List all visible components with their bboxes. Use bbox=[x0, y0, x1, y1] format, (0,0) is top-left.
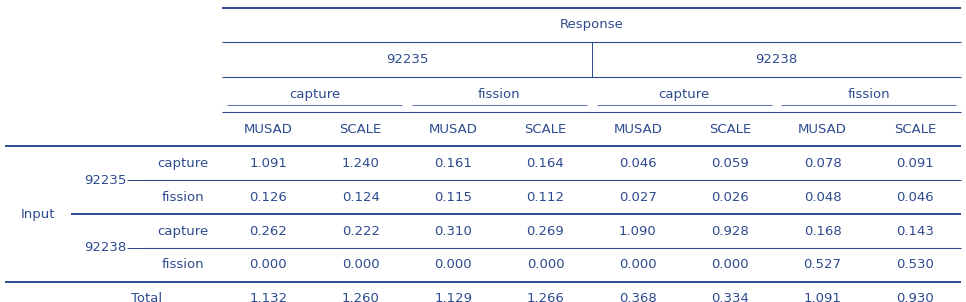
Text: 1.091: 1.091 bbox=[249, 157, 287, 170]
Text: capture: capture bbox=[156, 224, 209, 238]
Text: MUSAD: MUSAD bbox=[429, 123, 477, 136]
Text: 0.164: 0.164 bbox=[526, 157, 564, 170]
Text: 1.129: 1.129 bbox=[434, 292, 472, 302]
Text: 0.310: 0.310 bbox=[434, 224, 472, 238]
Text: 0.112: 0.112 bbox=[526, 191, 564, 204]
Text: Input: Input bbox=[20, 207, 55, 221]
Text: Total: Total bbox=[130, 292, 162, 302]
Text: capture: capture bbox=[156, 157, 209, 170]
Text: 1.260: 1.260 bbox=[342, 292, 380, 302]
Text: 0.269: 0.269 bbox=[526, 224, 564, 238]
Text: 92238: 92238 bbox=[84, 241, 127, 255]
Text: 0.026: 0.026 bbox=[711, 191, 749, 204]
Text: 0.928: 0.928 bbox=[711, 224, 749, 238]
Text: 0.126: 0.126 bbox=[249, 191, 287, 204]
Text: 1.091: 1.091 bbox=[804, 292, 841, 302]
Text: SCALE: SCALE bbox=[525, 123, 567, 136]
Text: 0.046: 0.046 bbox=[896, 191, 934, 204]
Text: 0.530: 0.530 bbox=[896, 258, 934, 271]
Text: 0.000: 0.000 bbox=[711, 258, 749, 271]
Text: fission: fission bbox=[161, 258, 204, 271]
Text: MUSAD: MUSAD bbox=[613, 123, 663, 136]
Text: MUSAD: MUSAD bbox=[798, 123, 847, 136]
Text: MUSAD: MUSAD bbox=[244, 123, 293, 136]
Text: 0.000: 0.000 bbox=[342, 258, 380, 271]
Text: 0.115: 0.115 bbox=[434, 191, 472, 204]
Text: 0.000: 0.000 bbox=[435, 258, 472, 271]
Text: 0.143: 0.143 bbox=[896, 224, 934, 238]
Text: 0.046: 0.046 bbox=[619, 157, 657, 170]
Text: 0.000: 0.000 bbox=[526, 258, 564, 271]
Text: 0.059: 0.059 bbox=[711, 157, 749, 170]
Text: 0.000: 0.000 bbox=[249, 258, 287, 271]
Text: 1.240: 1.240 bbox=[342, 157, 380, 170]
Text: 0.222: 0.222 bbox=[342, 224, 380, 238]
Text: 1.266: 1.266 bbox=[526, 292, 564, 302]
Text: SCALE: SCALE bbox=[709, 123, 752, 136]
Text: 1.132: 1.132 bbox=[249, 292, 288, 302]
Text: 0.262: 0.262 bbox=[249, 224, 287, 238]
Text: fission: fission bbox=[478, 88, 521, 101]
Text: 0.527: 0.527 bbox=[804, 258, 841, 271]
Text: 0.368: 0.368 bbox=[619, 292, 657, 302]
Text: 0.930: 0.930 bbox=[896, 292, 934, 302]
Text: capture: capture bbox=[289, 88, 340, 101]
Text: 0.161: 0.161 bbox=[434, 157, 472, 170]
Text: 92238: 92238 bbox=[755, 53, 798, 66]
Text: 0.078: 0.078 bbox=[804, 157, 841, 170]
Text: 0.027: 0.027 bbox=[619, 191, 657, 204]
Text: capture: capture bbox=[659, 88, 710, 101]
Text: 92235: 92235 bbox=[385, 53, 428, 66]
Text: SCALE: SCALE bbox=[340, 123, 382, 136]
Text: 0.334: 0.334 bbox=[711, 292, 750, 302]
Text: 0.091: 0.091 bbox=[896, 157, 934, 170]
Text: SCALE: SCALE bbox=[894, 123, 936, 136]
Text: 0.168: 0.168 bbox=[804, 224, 841, 238]
Text: 0.124: 0.124 bbox=[342, 191, 380, 204]
Text: 1.090: 1.090 bbox=[619, 224, 657, 238]
Text: fission: fission bbox=[847, 88, 890, 101]
Text: 92235: 92235 bbox=[84, 174, 127, 187]
Text: fission: fission bbox=[161, 191, 204, 204]
Text: 0.000: 0.000 bbox=[619, 258, 657, 271]
Text: Response: Response bbox=[559, 18, 624, 31]
Text: 0.048: 0.048 bbox=[804, 191, 841, 204]
